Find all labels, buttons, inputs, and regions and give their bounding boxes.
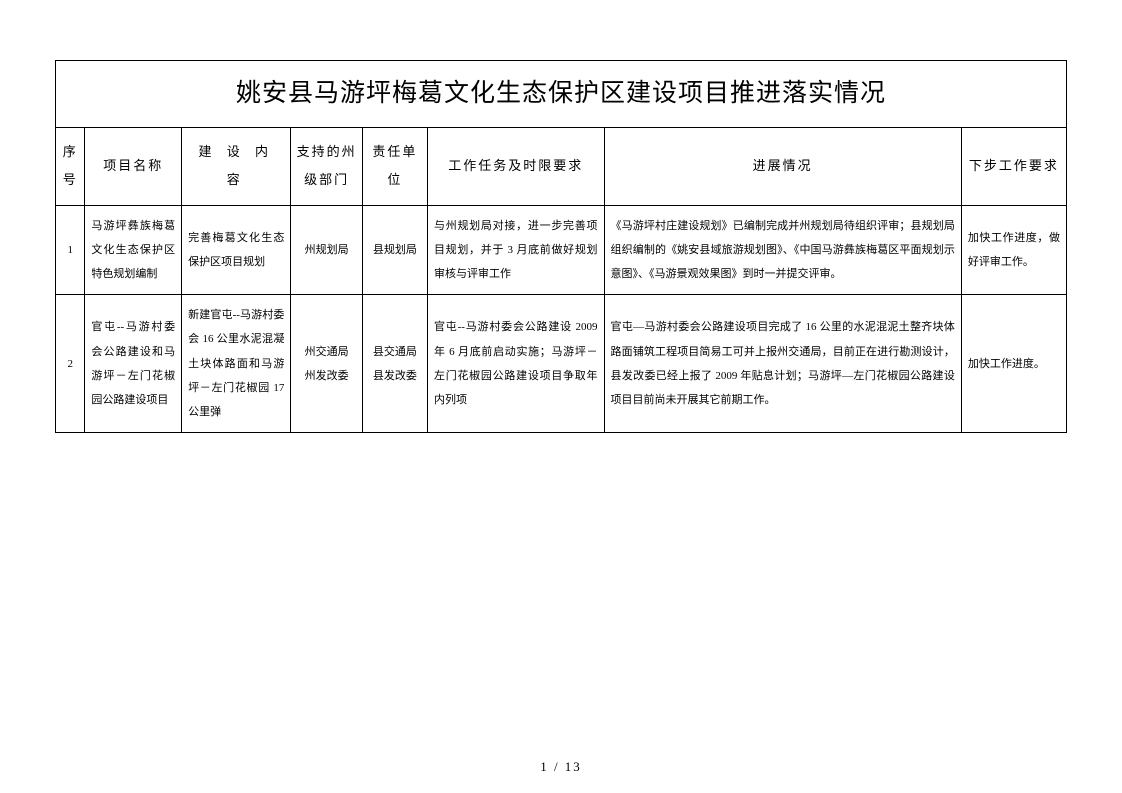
col-header-seq: 序号 xyxy=(56,127,85,205)
page-number: 1 / 13 xyxy=(0,759,1122,775)
title-row: 姚安县马游坪梅葛文化生态保护区建设项目推进落实情况 xyxy=(56,61,1067,128)
cell-prog: 《马游坪村庄建设规划》已编制完成并州规划局待组织评审；县规划局组织编制的《姚安县… xyxy=(604,205,961,295)
col-header-next: 下步工作要求 xyxy=(961,127,1066,205)
cell-dept: 州规划局 xyxy=(291,205,362,295)
cell-next: 加快工作进度，做好评审工作。 xyxy=(961,205,1066,295)
cell-resp: 县规划局 xyxy=(362,205,427,295)
table-row: 2 官屯--马游村委会公路建设和马游坪－左门花椒园公路建设项目 新建官屯--马游… xyxy=(56,295,1067,433)
cell-name: 官屯--马游村委会公路建设和马游坪－左门花椒园公路建设项目 xyxy=(85,295,182,433)
cell-build: 完善梅葛文化生态保护区项目规划 xyxy=(182,205,291,295)
cell-seq: 2 xyxy=(56,295,85,433)
col-header-resp: 责任单位 xyxy=(362,127,427,205)
cell-resp: 县交通局县发改委 xyxy=(362,295,427,433)
document-table-wrap: 姚安县马游坪梅葛文化生态保护区建设项目推进落实情况 序号 项目名称 建 设 内 … xyxy=(55,60,1067,433)
progress-table: 姚安县马游坪梅葛文化生态保护区建设项目推进落实情况 序号 项目名称 建 设 内 … xyxy=(55,60,1067,433)
col-header-name: 项目名称 xyxy=(85,127,182,205)
table-title: 姚安县马游坪梅葛文化生态保护区建设项目推进落实情况 xyxy=(56,61,1067,128)
cell-dept: 州交通局州发改委 xyxy=(291,295,362,433)
col-header-dept: 支持的州级部门 xyxy=(291,127,362,205)
cell-seq: 1 xyxy=(56,205,85,295)
col-header-build: 建 设 内 容 xyxy=(182,127,291,205)
cell-task: 与州规划局对接，进一步完善项目规划，并于 3 月底前做好规划审核与评审工作 xyxy=(427,205,604,295)
cell-task: 官屯--马游村委会公路建设 2009 年 6 月底前启动实施；马游坪－左门花椒园… xyxy=(427,295,604,433)
col-header-prog: 进展情况 xyxy=(604,127,961,205)
col-header-task: 工作任务及时限要求 xyxy=(427,127,604,205)
cell-next: 加快工作进度。 xyxy=(961,295,1066,433)
cell-build: 新建官屯--马游村委会 16 公里水泥混凝土块体路面和马游坪－左门花椒园 17 … xyxy=(182,295,291,433)
cell-prog: 官屯—马游村委会公路建设项目完成了 16 公里的水泥混泥土整齐块体路面铺筑工程项… xyxy=(604,295,961,433)
cell-name: 马游坪彝族梅葛文化生态保护区特色规划编制 xyxy=(85,205,182,295)
header-row: 序号 项目名称 建 设 内 容 支持的州级部门 责任单位 工作任务及时限要求 进… xyxy=(56,127,1067,205)
table-row: 1 马游坪彝族梅葛文化生态保护区特色规划编制 完善梅葛文化生态保护区项目规划 州… xyxy=(56,205,1067,295)
